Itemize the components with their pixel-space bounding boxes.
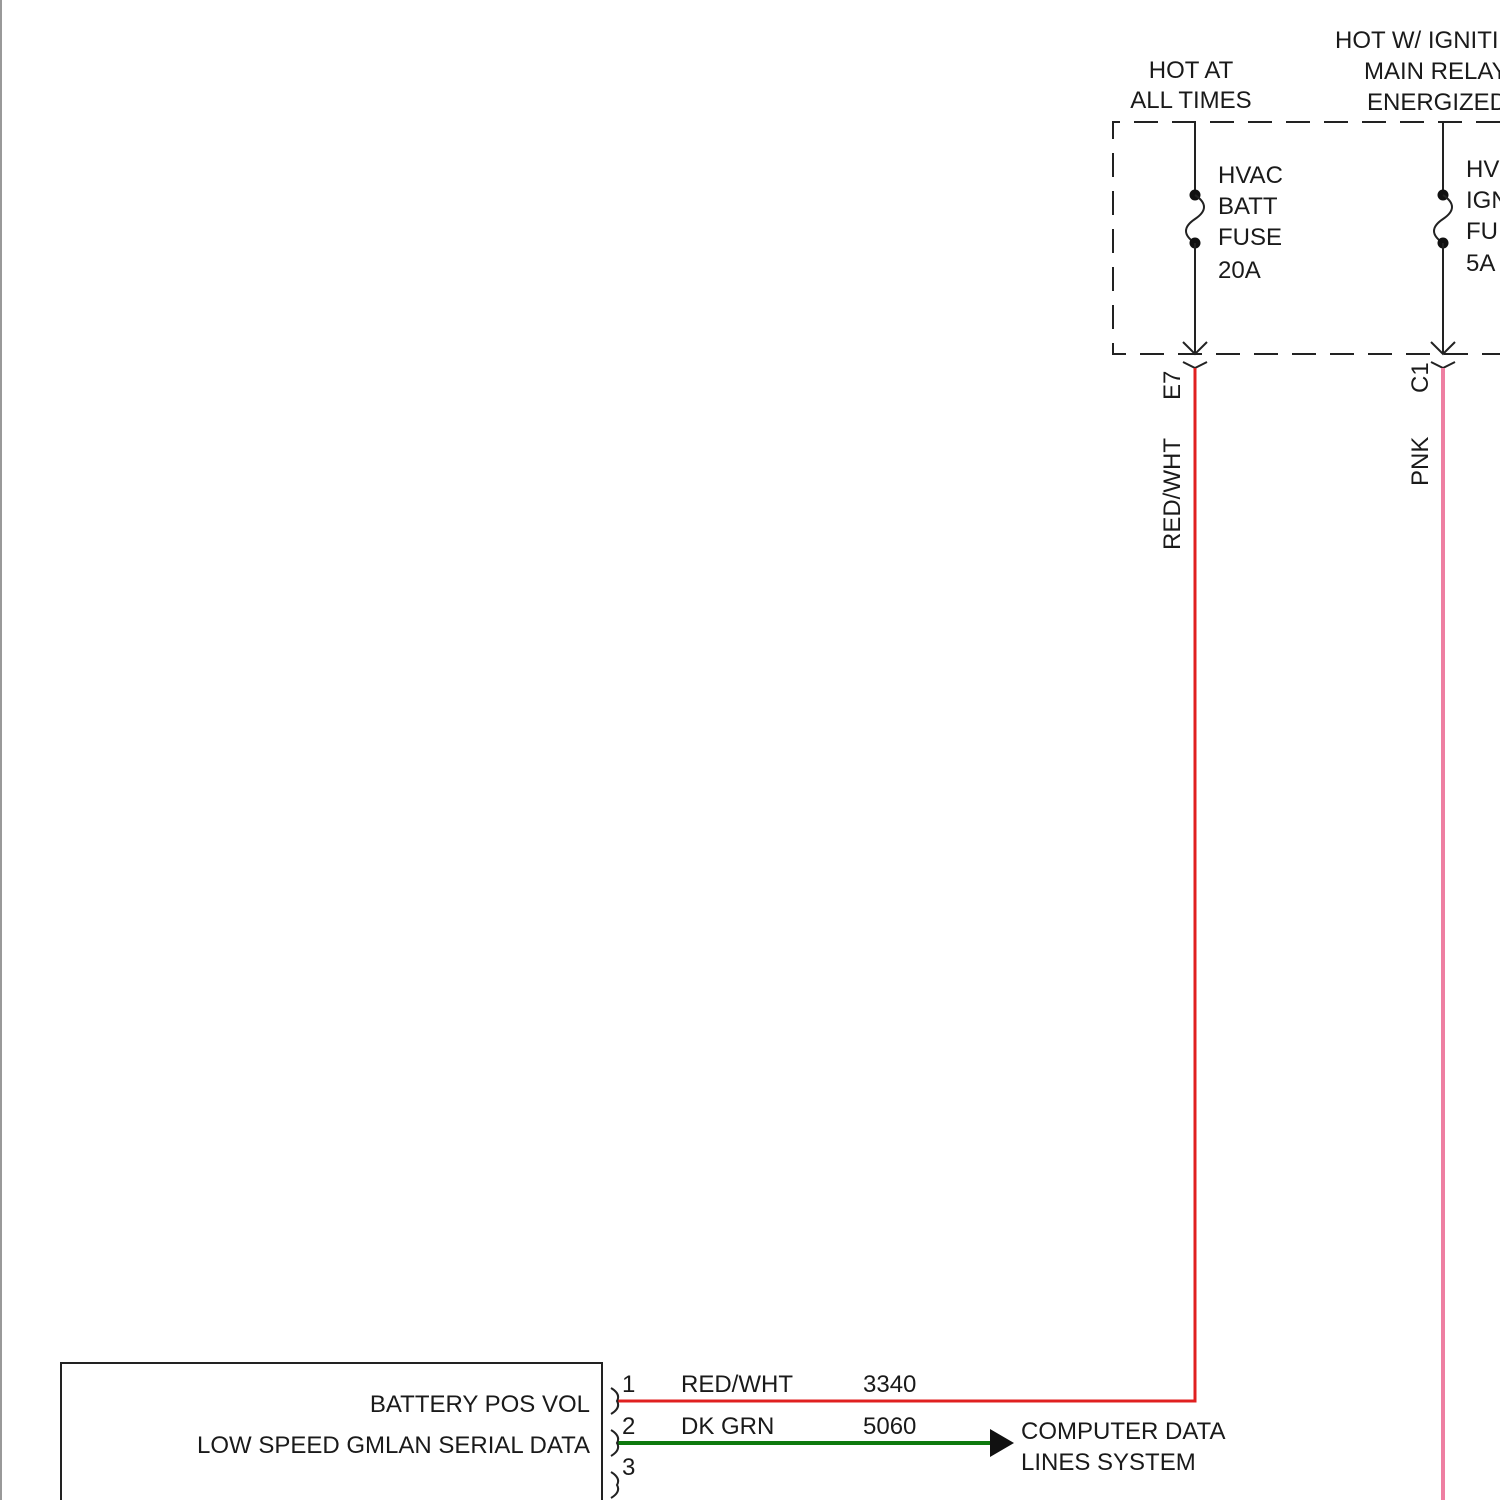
hvac-ign-fuse xyxy=(1430,122,1456,370)
pin-2-wire-color: DK GRN xyxy=(681,1413,774,1440)
batt-fuse-element xyxy=(1185,194,1205,244)
hvac-module-box xyxy=(60,1362,603,1500)
pin-1-bracket xyxy=(610,1387,620,1415)
batt-supply-line-1: HOT AT xyxy=(1149,57,1234,84)
pin-2-number: 2 xyxy=(622,1413,635,1440)
pin-1-wire-color: RED/WHT xyxy=(681,1371,793,1398)
batt-connector-male xyxy=(1182,361,1208,370)
destination-line-1: COMPUTER DATA xyxy=(1021,1418,1225,1445)
ign-cavity-label: C1 xyxy=(1407,362,1434,393)
pin-3-bracket xyxy=(610,1471,620,1499)
ign-wire-color-label: PNK xyxy=(1407,437,1434,486)
destination-line-2: LINES SYSTEM xyxy=(1021,1449,1196,1476)
ign-fuse-element xyxy=(1433,194,1453,244)
pin-2-bracket xyxy=(610,1429,620,1457)
ign-fuse-name-3: FU xyxy=(1466,218,1498,245)
batt-fuse-name-1: HVAC xyxy=(1218,162,1283,189)
ign-connector-female xyxy=(1430,341,1456,356)
module-pin-2-label: LOW SPEED GMLAN SERIAL DATA xyxy=(197,1432,590,1459)
ign-supply-line-2: MAIN RELAY xyxy=(1364,58,1500,85)
ign-supply-line-3: ENERGIZED xyxy=(1367,89,1500,116)
pin-4-wire-color: YEL xyxy=(681,1496,726,1500)
ign-fuse-name-2: IGN xyxy=(1466,187,1500,214)
destination-label: COMPUTER DATA LINES SYSTEM xyxy=(1021,1418,1225,1476)
pin-1-number: 1 xyxy=(622,1371,635,1398)
ign-fuse-label: HV IGN FU 5A xyxy=(1466,156,1500,277)
batt-wire-color-label: RED/WHT xyxy=(1159,438,1186,550)
ign-connector-male xyxy=(1430,361,1456,370)
ign-supply-label: HOT W/ IGNITI MAIN RELAY ENERGIZED xyxy=(1335,27,1500,116)
fuse-block-outline xyxy=(1112,121,1500,355)
batt-supply-label: HOT AT ALL TIMES xyxy=(1130,57,1251,114)
pin-4-circuit: 5501 xyxy=(863,1496,916,1500)
batt-connector-female xyxy=(1182,341,1208,356)
batt-fuse-name-3: FUSE xyxy=(1218,224,1282,251)
module-pin-1-label: BATTERY POS VOL xyxy=(370,1391,590,1418)
ign-supply-line-1: HOT W/ IGNITI xyxy=(1335,27,1499,54)
pin-2-circuit: 5060 xyxy=(863,1413,916,1440)
batt-fuse-rating: 20A xyxy=(1218,257,1261,284)
ign-fuse-rating: 5A xyxy=(1466,250,1495,277)
pin-1-circuit: 3340 xyxy=(863,1371,916,1398)
batt-supply-line-2: ALL TIMES xyxy=(1130,87,1251,114)
pin-4-number: 4 xyxy=(622,1496,635,1500)
batt-fuse-label: HVAC BATT FUSE 20A xyxy=(1218,162,1283,284)
red-wht-wire xyxy=(617,368,1197,1403)
batt-fuse-name-2: BATT xyxy=(1218,193,1278,220)
pin-3-number: 3 xyxy=(622,1454,635,1481)
batt-cavity-label: E7 xyxy=(1159,371,1186,400)
data-line-arrow xyxy=(990,1429,1014,1457)
hvac-batt-fuse xyxy=(1182,122,1208,370)
module-pin-brackets xyxy=(610,1387,620,1499)
ign-fuse-name-1: HV xyxy=(1466,156,1499,183)
